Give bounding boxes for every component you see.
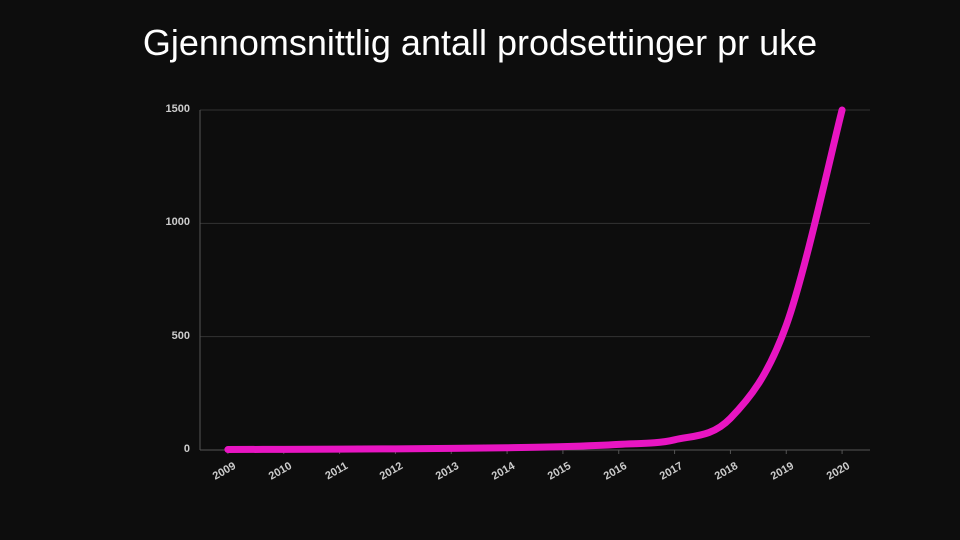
- y-tick-label: 1000: [150, 216, 190, 228]
- data-line: [228, 110, 842, 450]
- y-tick-label: 1500: [150, 103, 190, 115]
- slide: Gjennomsnittlig antall prodsettinger pr …: [0, 0, 960, 540]
- chart-container: 0500100015002009201020112012201320142015…: [0, 0, 960, 540]
- chart-svg: [0, 0, 960, 540]
- y-tick-label: 0: [150, 443, 190, 455]
- y-tick-label: 500: [150, 330, 190, 342]
